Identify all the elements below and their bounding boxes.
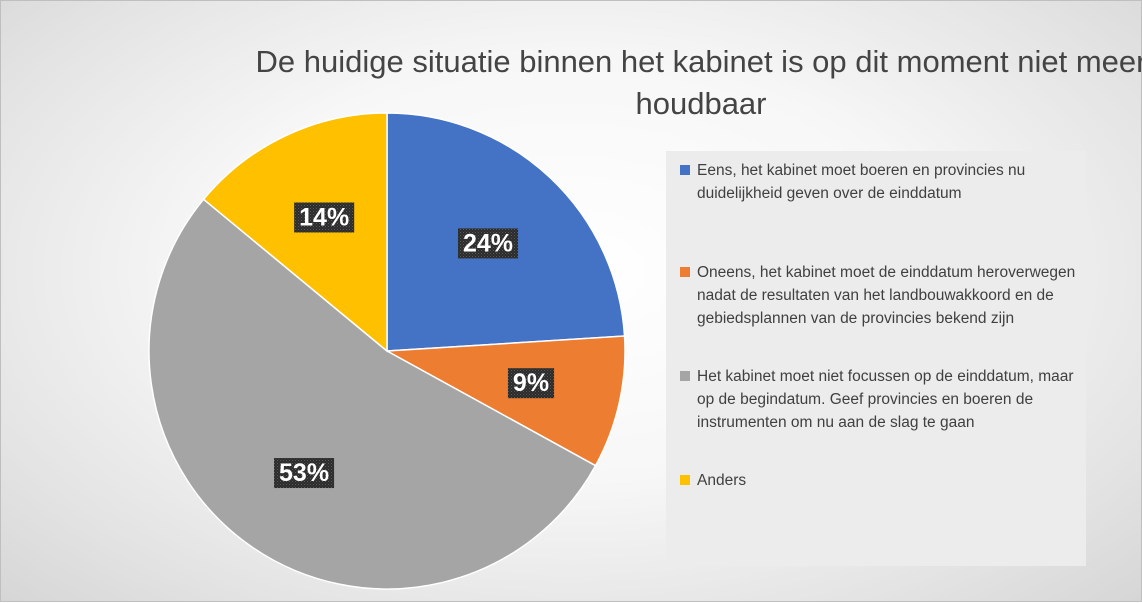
- legend-label-1: Oneens, het kabinet moet de einddatum he…: [697, 264, 1076, 327]
- data-label-1: 9%: [507, 368, 555, 399]
- legend-item-0: Eens, het kabinet moet boeren en provinc…: [680, 159, 1080, 205]
- legend-label-2: Het kabinet moet niet focussen op de ein…: [697, 368, 1074, 431]
- data-label-2: 53%: [274, 458, 335, 489]
- pie-slice-2: [148, 198, 597, 590]
- legend-label-0: Eens, het kabinet moet boeren en provinc…: [697, 162, 1026, 202]
- legend-swatch-2: [680, 371, 690, 381]
- svg-text:9%: 9%: [513, 369, 549, 397]
- svg-text:24%: 24%: [463, 229, 513, 257]
- legend-item-2: Het kabinet moet niet focussen op de ein…: [680, 365, 1080, 434]
- svg-text:14%: 14%: [299, 203, 349, 231]
- legend-swatch-3: [680, 475, 690, 485]
- legend-item-3: Anders: [680, 469, 1080, 492]
- legend: Eens, het kabinet moet boeren en provinc…: [666, 151, 1086, 566]
- chart-title: De huidige situatie binnen het kabinet i…: [255, 44, 1142, 121]
- legend-swatch-1: [680, 267, 690, 277]
- data-label-0: 24%: [457, 228, 519, 259]
- legend-label-3: Anders: [697, 472, 747, 489]
- legend-swatch-0: [680, 165, 690, 175]
- svg-text:53%: 53%: [279, 459, 329, 487]
- legend-item-1: Oneens, het kabinet moet de einddatum he…: [680, 261, 1080, 330]
- pie-slice-1: [384, 335, 626, 467]
- data-label-3: 14%: [294, 202, 355, 233]
